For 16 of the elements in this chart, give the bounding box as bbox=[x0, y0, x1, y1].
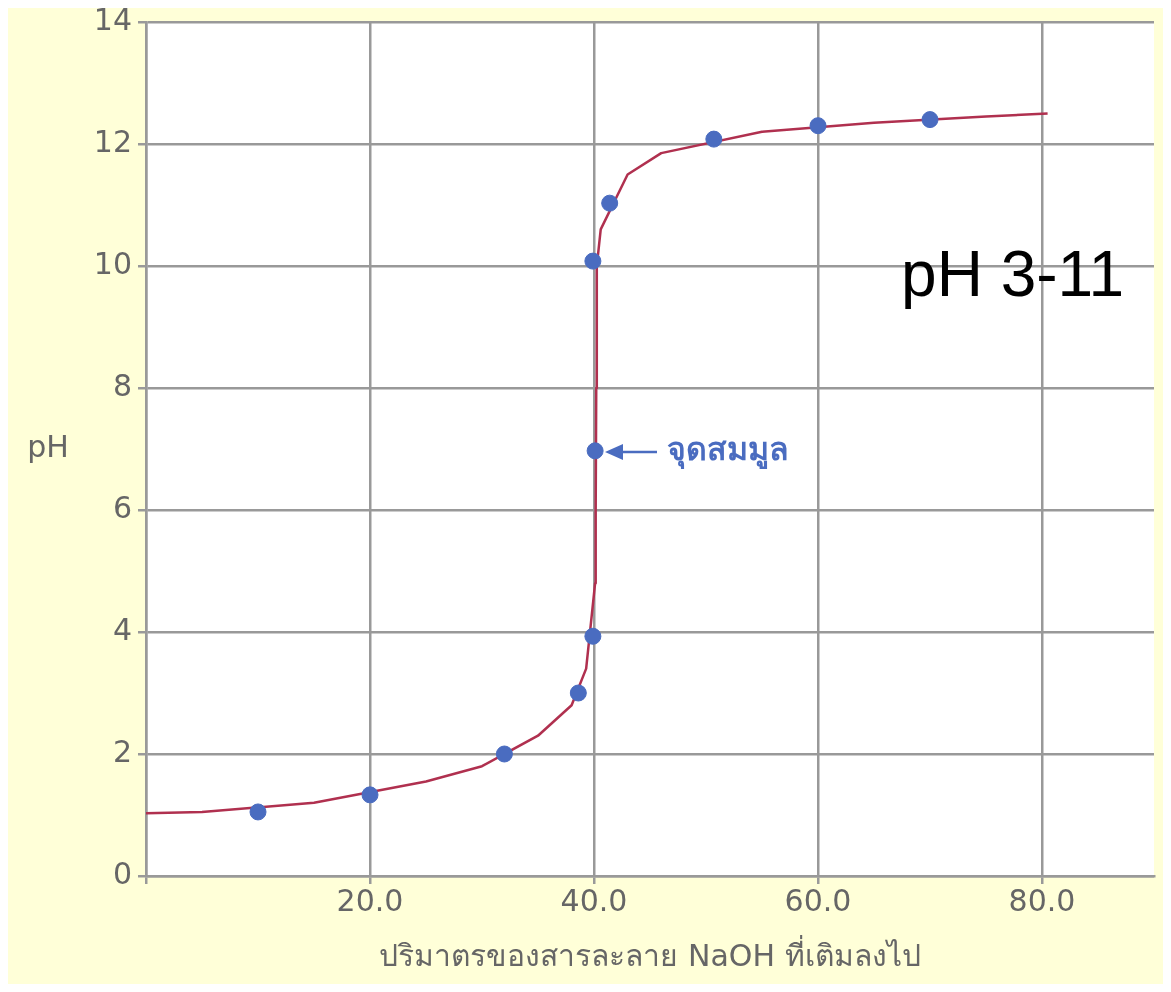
y-tick-label: 0 bbox=[112, 855, 132, 891]
x-tick-label: 40.0 bbox=[560, 882, 628, 918]
y-axis-title: pH bbox=[27, 428, 69, 464]
annotation: จุดสมมูล bbox=[667, 430, 790, 471]
y-tick-label: 8 bbox=[112, 367, 132, 403]
y-tick-label: 6 bbox=[112, 489, 132, 525]
y-tick-label: 12 bbox=[93, 123, 132, 159]
annotation: pH 3-11 bbox=[901, 237, 1124, 310]
y-tick-label: 14 bbox=[93, 1, 132, 37]
y-tick-label: 2 bbox=[112, 733, 132, 769]
y-tick-label: 4 bbox=[112, 611, 132, 647]
x-axis-title: ปริมาตรของสารละลาย NaOH ที่เติมลงไป bbox=[379, 934, 921, 973]
y-tick-label: 10 bbox=[93, 245, 132, 281]
x-tick-label: 60.0 bbox=[784, 882, 852, 918]
x-tick-label: 20.0 bbox=[336, 882, 404, 918]
x-tick-label: 80.0 bbox=[1008, 882, 1076, 918]
